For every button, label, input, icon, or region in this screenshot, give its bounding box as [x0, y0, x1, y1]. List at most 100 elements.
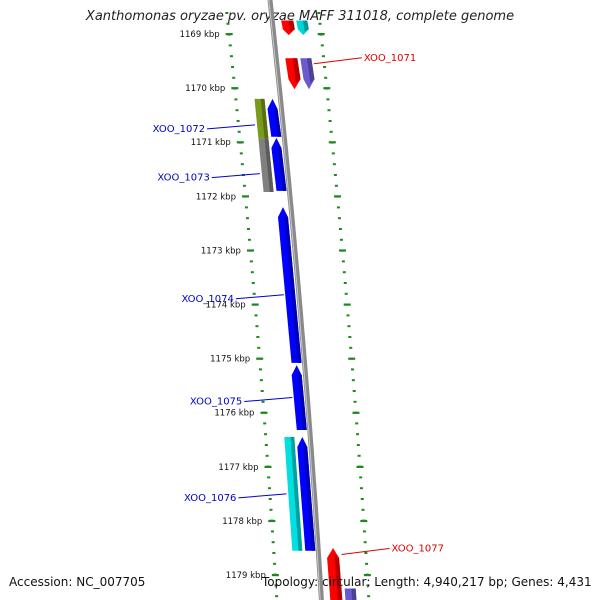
minor-tick-right: [342, 271, 346, 274]
gene-xoo_1075-shade: [297, 371, 307, 430]
minor-tick-left: [261, 400, 265, 403]
minor-tick-left: [245, 217, 249, 220]
minor-tick-right: [343, 282, 347, 284]
kbp-label: 1175 kbp: [210, 355, 250, 365]
minor-tick-right: [352, 390, 356, 392]
gene-xoo_1077-shade: [334, 554, 343, 600]
major-tick-right: [356, 465, 364, 468]
gene-label-xoo_1075[interactable]: XOO_1075: [190, 397, 242, 408]
minor-tick-left: [244, 206, 248, 209]
minor-tick-left: [225, 12, 229, 14]
major-tick-right: [343, 303, 351, 306]
minor-tick-right: [327, 109, 331, 112]
major-tick-right: [338, 249, 346, 252]
minor-tick-right: [331, 152, 335, 155]
minor-tick-right: [353, 400, 357, 403]
minor-tick-right: [346, 314, 350, 317]
minor-tick-left: [254, 314, 258, 317]
gene-label-xoo_1073[interactable]: XOO_1073: [157, 173, 209, 184]
minor-tick-left: [232, 76, 236, 79]
minor-tick-right: [321, 55, 325, 58]
gene-xoo_1071-shade: [307, 58, 315, 84]
minor-tick-right: [326, 98, 330, 101]
minor-tick-left: [250, 271, 254, 274]
minor-tick-right: [320, 44, 324, 47]
minor-tick-right: [341, 260, 345, 263]
gene-label-xoo_1074[interactable]: XOO_1074: [181, 294, 233, 305]
minor-tick-right: [318, 22, 322, 25]
minor-tick-left: [267, 476, 271, 479]
minor-tick-right: [317, 12, 321, 14]
gene-label-leader: [207, 124, 256, 130]
minor-tick-right: [329, 130, 333, 133]
minor-tick-left: [272, 552, 276, 554]
minor-tick-left: [242, 184, 246, 187]
minor-tick-left: [273, 562, 277, 565]
major-tick-right: [348, 357, 356, 360]
kbp-label: 1169 kbp: [180, 30, 220, 40]
minor-tick-left: [231, 66, 235, 68]
gene-label-xoo_1077[interactable]: XOO_1077: [392, 543, 444, 554]
minor-tick-left: [234, 98, 238, 101]
minor-tick-right: [367, 595, 371, 598]
minor-tick-left: [252, 292, 256, 295]
kbp-label: 1174 kbp: [206, 301, 246, 311]
minor-tick-right: [362, 530, 366, 533]
minor-tick-right: [355, 422, 359, 425]
gene-xoo_1073-shade: [264, 138, 274, 192]
minor-tick-right: [334, 184, 338, 187]
minor-tick-right: [350, 368, 354, 371]
minor-tick-left: [263, 422, 267, 425]
minor-tick-right: [365, 562, 369, 565]
gene-label-xoo_1071[interactable]: XOO_1071: [364, 53, 416, 64]
map-title: Xanthomonas oryzae pv. oryzae MAFF 31101…: [85, 9, 515, 24]
minor-tick-left: [237, 130, 241, 133]
backbone-highlight: [268, 0, 321, 600]
minor-tick-left: [247, 238, 251, 241]
minor-tick-right: [360, 498, 364, 500]
minor-tick-left: [258, 368, 262, 371]
genome-summary: Topology: circular; Length: 4,940,217 bp…: [262, 575, 592, 589]
gene-label-leader: [244, 397, 293, 403]
gene-feature-shade: [303, 443, 316, 551]
minor-tick-left: [265, 454, 269, 457]
minor-tick-left: [246, 228, 250, 230]
minor-tick-right: [332, 163, 336, 166]
gene-label-xoo_1072[interactable]: XOO_1072: [153, 124, 205, 135]
kbp-label: 1177 kbp: [218, 463, 258, 473]
kbp-label: 1173 kbp: [201, 246, 241, 256]
major-tick-right: [333, 195, 341, 198]
major-tick-right: [363, 574, 371, 577]
minor-tick-right: [364, 552, 368, 554]
major-tick-right: [360, 519, 368, 523]
minor-tick-left: [259, 379, 263, 382]
gene-label-leader: [238, 493, 287, 499]
gene-feature-shade: [273, 104, 282, 137]
minor-tick-left: [236, 120, 240, 122]
gene-feature-shade: [277, 143, 287, 191]
minor-tick-right: [349, 346, 353, 349]
gene-label-leader: [235, 294, 284, 300]
minor-tick-left: [229, 55, 233, 58]
gene-xoo_1072-shade: [260, 98, 269, 139]
kbp-label: 1172 kbp: [196, 192, 236, 202]
gene-label-leader: [313, 57, 362, 65]
minor-tick-left: [257, 346, 261, 349]
minor-tick-right: [357, 454, 361, 457]
minor-tick-right: [324, 76, 328, 79]
major-tick-left: [264, 465, 272, 468]
minor-tick-right: [348, 336, 352, 338]
major-tick-left: [256, 357, 264, 360]
gene-feature-shade: [288, 20, 295, 32]
major-tick-left: [271, 574, 279, 577]
major-tick-left: [225, 33, 233, 36]
minor-tick-right: [344, 292, 348, 295]
gene-label-xoo_1076[interactable]: XOO_1076: [184, 493, 236, 504]
minor-tick-left: [264, 433, 268, 436]
minor-tick-left: [270, 530, 274, 533]
minor-tick-left: [251, 282, 255, 284]
minor-tick-left: [239, 152, 243, 155]
kbp-label: 1171 kbp: [191, 138, 231, 148]
